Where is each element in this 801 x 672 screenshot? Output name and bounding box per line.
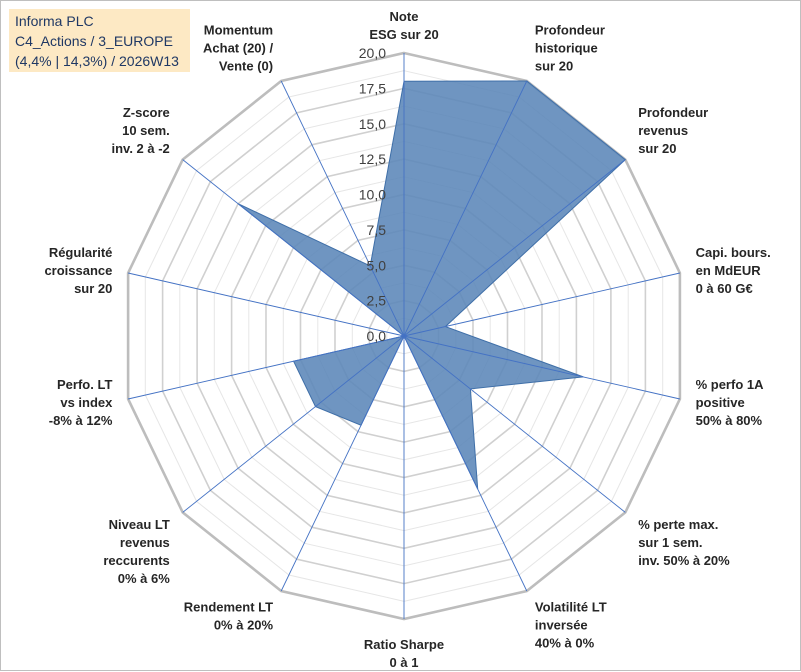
category-label-line: reccurents bbox=[103, 553, 169, 568]
category-label-line: Volatilité LT bbox=[535, 600, 607, 615]
category-label: Volatilité LT inversée 40% à 0% bbox=[535, 600, 607, 651]
category-label-line: 0 à 1 bbox=[390, 655, 419, 670]
tick-label: 12,5 bbox=[359, 151, 386, 167]
category-label-line: sur 20 bbox=[74, 281, 112, 296]
category-label-line: historique bbox=[535, 40, 598, 55]
category-label: Régularité croissance sur 20 bbox=[44, 245, 112, 296]
category-label: % perfo 1A positive 50% à 80% bbox=[696, 377, 765, 428]
tick-label: 17,5 bbox=[359, 80, 386, 96]
tick-layer: 0,0 2,5 5,0 7,5 10,0 12,5 15,0 17,5 20,0 bbox=[359, 45, 386, 344]
category-label-line: -8% à 12% bbox=[49, 413, 113, 428]
category-label: Note ESG sur 20 bbox=[369, 9, 438, 42]
axis-spoke bbox=[403, 80, 528, 337]
category-label: Niveau LT revenus reccurents 0% à 6% bbox=[103, 517, 170, 586]
axis-spoke bbox=[403, 335, 681, 400]
category-label: Perfo. LT vs index -8% à 12% bbox=[49, 377, 113, 428]
tick-label: 0,0 bbox=[367, 328, 387, 344]
tick-label: 10,0 bbox=[359, 187, 386, 203]
category-label-line: sur 1 sem. bbox=[638, 535, 702, 550]
category-label-line: positive bbox=[696, 395, 745, 410]
category-label-line: Achat (20) / bbox=[203, 40, 273, 55]
axis-spoke bbox=[403, 335, 626, 513]
category-label: Z-score 10 sem. inv. 2 à -2 bbox=[112, 105, 170, 156]
category-label-line: ESG sur 20 bbox=[369, 27, 438, 42]
category-label-line: croissance bbox=[44, 263, 112, 278]
category-label-line: vs index bbox=[60, 395, 113, 410]
axis-spoke bbox=[127, 335, 405, 400]
series-layer bbox=[237, 80, 627, 490]
category-label-line: Capi. bours. bbox=[696, 245, 771, 260]
category-label-line: inversée bbox=[535, 618, 588, 633]
category-label-line: 0% à 6% bbox=[118, 571, 170, 586]
category-label-line: Niveau LT bbox=[109, 517, 170, 532]
category-label: Profondeur revenus sur 20 bbox=[638, 105, 708, 156]
category-label-line: 40% à 0% bbox=[535, 636, 595, 651]
category-label-line: Perfo. LT bbox=[57, 377, 112, 392]
axis-spoke bbox=[182, 159, 405, 337]
axis-spoke bbox=[403, 272, 681, 337]
title-line-category: C4_Actions / 3_EUROPE bbox=[15, 33, 173, 49]
category-label: Rendement LT 0% à 20% bbox=[184, 600, 274, 633]
category-label-line: sur 20 bbox=[638, 141, 676, 156]
series-area bbox=[237, 80, 627, 490]
tick-label: 15,0 bbox=[359, 116, 386, 132]
category-label-line: % perfo 1A bbox=[696, 377, 765, 392]
title-box: Informa PLC C4_Actions / 3_EUROPE (4,4% … bbox=[9, 9, 190, 72]
tick-label: 2,5 bbox=[367, 293, 387, 309]
axis-spoke bbox=[280, 80, 405, 337]
tick-label: 20,0 bbox=[359, 45, 386, 61]
category-label-line: revenus bbox=[120, 535, 170, 550]
category-label-line: 0 à 60 G€ bbox=[696, 281, 753, 296]
axis-spoke bbox=[182, 335, 405, 513]
category-label-line: Profondeur bbox=[535, 22, 605, 37]
tick-label: 5,0 bbox=[367, 257, 387, 273]
axis-spoke bbox=[403, 335, 528, 592]
category-label: Momentum Achat (20) / Vente (0) bbox=[203, 22, 273, 73]
category-label-line: Rendement LT bbox=[184, 600, 273, 615]
axis-spoke bbox=[280, 335, 405, 592]
category-label: Ratio Sharpe 0 à 1 bbox=[364, 637, 444, 670]
category-label-line: 10 sem. bbox=[122, 123, 170, 138]
category-label-line: Régularité bbox=[49, 245, 113, 260]
category-label-line: Note bbox=[390, 9, 419, 24]
title-line-stats: (4,4% | 14,3%) / 2026W13 bbox=[15, 53, 179, 69]
category-label-line: revenus bbox=[638, 123, 688, 138]
category-label-line: Ratio Sharpe bbox=[364, 637, 444, 652]
axis-spoke bbox=[403, 159, 626, 337]
category-label-line: Profondeur bbox=[638, 105, 708, 120]
category-label-line: Momentum bbox=[204, 22, 273, 37]
category-label-line: 0% à 20% bbox=[214, 618, 274, 633]
category-label-line: Vente (0) bbox=[219, 58, 273, 73]
category-label: Profondeur historique sur 20 bbox=[535, 22, 605, 73]
category-label-line: sur 20 bbox=[535, 58, 573, 73]
spoke-layer bbox=[127, 53, 681, 619]
category-label-line: Z-score bbox=[123, 105, 170, 120]
label-layer: Note ESG sur 20 Profondeur historique sur 20… bbox=[44, 9, 770, 670]
category-label-line: en MdEUR bbox=[696, 263, 762, 278]
category-label-line: 50% à 80% bbox=[696, 413, 763, 428]
axis-spoke bbox=[127, 272, 405, 337]
tick-label: 7,5 bbox=[367, 222, 387, 238]
title-line-company: Informa PLC bbox=[15, 13, 94, 29]
category-label: % perte max. sur 1 sem. inv. 50% à 20% bbox=[638, 517, 730, 568]
category-label: Capi. bours. en MdEUR 0 à 60 G€ bbox=[696, 245, 771, 296]
category-label-line: % perte max. bbox=[638, 517, 718, 532]
category-label-line: inv. 2 à -2 bbox=[112, 141, 170, 156]
category-label-line: inv. 50% à 20% bbox=[638, 553, 730, 568]
